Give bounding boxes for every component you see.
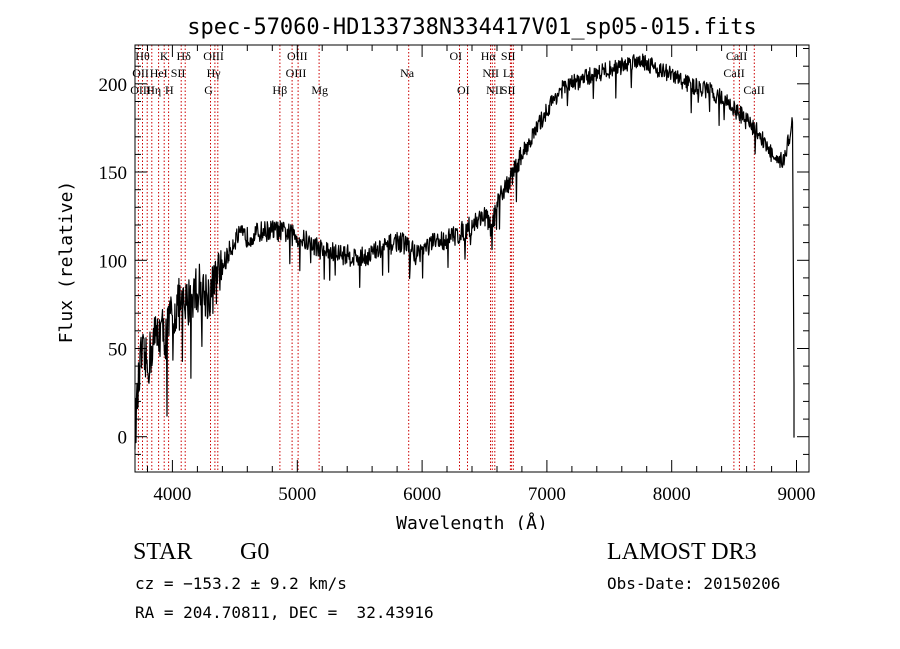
x-axis-ticks: 4000 5000 6000 7000 8000 9000	[147, 45, 816, 505]
line-label-1-6: NII	[482, 66, 499, 80]
y-axis-title: Flux (relative)	[56, 181, 77, 344]
line-label-0-0: Hθ	[135, 49, 150, 63]
line-label-0-2: Hδ	[177, 49, 192, 63]
x-tick-label-8000: 8000	[653, 484, 691, 505]
line-label-2-8: SII	[501, 83, 516, 97]
y-tick-label-150: 150	[99, 163, 128, 184]
line-label-1-5: Na	[400, 66, 415, 80]
y-axis-ticks: 0 50 100 150 200	[99, 48, 809, 455]
line-label-0-7: SII	[501, 49, 516, 63]
x-tick-label-6000: 6000	[403, 484, 441, 505]
coordinates: RA = 204.70811, DEC = 32.43916	[135, 603, 434, 622]
y-tick-label-0: 0	[118, 428, 128, 449]
line-label-0-5: OI	[449, 49, 462, 63]
y-tick-label-100: 100	[99, 251, 128, 272]
line-label-2-6: OI	[457, 83, 470, 97]
line-label-1-7: Li	[503, 66, 514, 80]
x-tick-label-7000: 7000	[528, 484, 566, 505]
line-label-0-3: OIII	[203, 49, 224, 63]
object-class: STAR	[133, 539, 193, 565]
line-label-0-1: K	[160, 49, 169, 63]
y-tick-label-50: 50	[108, 340, 127, 361]
line-label-1-0: OII	[132, 66, 149, 80]
line-label-2-5: Mg	[311, 83, 328, 97]
line-label-1-2: SII	[171, 66, 186, 80]
line-label-2-2: H	[165, 83, 174, 97]
x-tick-label-5000: 5000	[278, 484, 316, 505]
line-label-1-4: OIII	[286, 66, 307, 80]
line-label-1-1: HeI	[150, 66, 168, 80]
line-label-2-7: NII	[486, 83, 503, 97]
line-label-0-8: CaII	[726, 49, 747, 63]
obs-date: Obs-Date: 20150206	[607, 574, 781, 593]
line-label-1-8: CaII	[723, 66, 744, 80]
line-label-2-4: Hβ	[272, 83, 287, 97]
x-axis-title: Wavelength (Å)	[396, 512, 548, 530]
plot-frame	[134, 44, 810, 473]
chart-title: spec-57060-HD133738N334417V01_sp05-015.f…	[187, 15, 757, 40]
line-label-0-6: Hα	[481, 49, 497, 63]
spectrum-line	[134, 53, 795, 450]
x-tick-label-4000: 4000	[153, 484, 191, 505]
survey-name: LAMOST DR3	[607, 539, 757, 565]
line-label-2-9: CaII	[743, 83, 764, 97]
line-label-1-3: Hγ	[207, 66, 222, 80]
spectral-subclass: G0	[240, 539, 270, 565]
reference-lines	[137, 45, 755, 472]
line-label-2-1: Hη	[146, 83, 161, 97]
redshift-readout: cz = −153.2 ± 9.2 km/s	[135, 574, 347, 593]
spectrum-chart: spec-57060-HD133738N334417V01_sp05-015.f…	[56, 15, 816, 530]
line-label-2-3: G	[204, 83, 213, 97]
x-tick-label-9000: 9000	[778, 484, 816, 505]
y-tick-label-200: 200	[99, 75, 128, 96]
